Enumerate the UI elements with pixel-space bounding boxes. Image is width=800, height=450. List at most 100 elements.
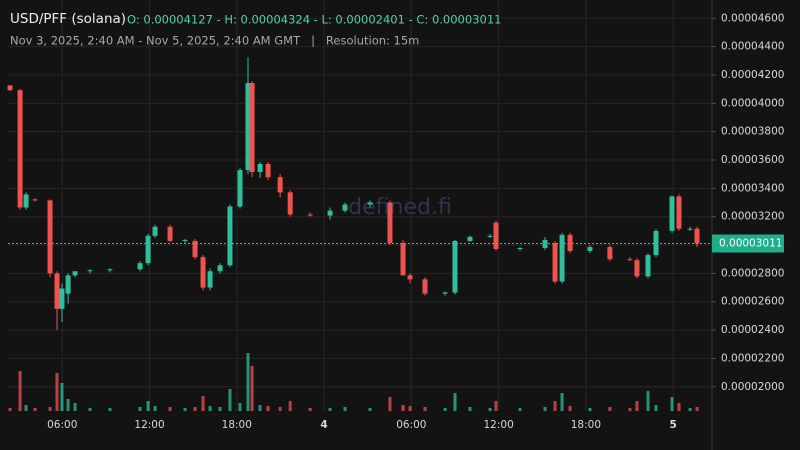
volume-bar [218, 407, 222, 411]
volume-bar [553, 401, 557, 411]
volume-bar [238, 403, 242, 411]
candle-body [217, 265, 223, 272]
x-tick-label: 18:00 [222, 419, 252, 431]
x-tick-label: 12:00 [134, 419, 164, 431]
candle-body [257, 163, 263, 173]
volume-bar [24, 405, 28, 411]
candle-body [200, 257, 206, 288]
volume-bar [266, 406, 270, 411]
y-tick-label: 0.00004400 [721, 41, 784, 53]
y-tick-label: 0.00003400 [721, 182, 784, 194]
volume-bar [33, 408, 37, 411]
volume-bar [168, 407, 172, 411]
volume-bar [278, 407, 282, 411]
watermark: defined.fi [348, 195, 452, 220]
volume-bar [518, 408, 522, 411]
y-tick-label: 0.00003800 [721, 126, 784, 138]
y-tick-label: 0.00004000 [721, 97, 784, 109]
volume-bar [654, 405, 658, 411]
volume-bar [443, 408, 447, 411]
volume-bar [408, 406, 412, 411]
volume-bar [138, 407, 142, 411]
candle-body [559, 234, 565, 282]
x-tick-label: 4 [320, 419, 327, 431]
volume-bar [560, 393, 564, 411]
x-tick-label: 12:00 [483, 419, 513, 431]
x-tick-label: 5 [670, 419, 677, 431]
candle-body [167, 226, 173, 241]
volume-bar [73, 403, 77, 411]
y-tick-label: 0.00004200 [721, 69, 784, 81]
volume-bar [250, 366, 254, 411]
candle-body [47, 200, 53, 274]
candle-body [152, 226, 158, 236]
candle-body [342, 204, 348, 211]
last-price-tag [712, 234, 784, 253]
candle-body [687, 228, 693, 230]
volume-bar [60, 383, 64, 411]
candle-body [17, 90, 23, 208]
y-tick-label: 0.00004600 [721, 12, 784, 24]
candle-body [307, 214, 313, 216]
candle-body [645, 255, 651, 277]
candle-body [245, 83, 251, 171]
candle-body [487, 235, 493, 237]
volume-bar [494, 401, 498, 411]
candle-body [452, 240, 458, 293]
candle-body [669, 196, 675, 231]
volume-bar [628, 408, 632, 411]
volume-bar [543, 407, 547, 411]
candle-body [182, 239, 188, 241]
candle-body [627, 259, 633, 261]
volume-bar [288, 401, 292, 411]
ohlc-summary: O: 0.00004127 - H: 0.00004324 - L: 0.000… [127, 13, 501, 27]
volume-bar [423, 407, 427, 411]
candle-body [467, 236, 473, 241]
volume-bar [608, 407, 612, 411]
last-price-label: 0.00003011 [719, 237, 782, 249]
candle-body [137, 263, 143, 270]
volume-bar [488, 408, 492, 411]
candle-body [422, 279, 428, 294]
volume-bar [635, 401, 639, 411]
volume-bar [66, 399, 70, 411]
candle-body [517, 248, 523, 250]
volume-bar [183, 408, 187, 411]
volume-bar [588, 408, 592, 411]
volume-bar [55, 373, 59, 411]
candle-body [442, 292, 448, 294]
volume-bar [688, 408, 692, 411]
candle-body [367, 202, 373, 205]
y-tick-label: 0.00002000 [721, 381, 784, 393]
candle-body [387, 202, 393, 243]
candle-body [493, 222, 499, 250]
volume-bar [308, 408, 312, 411]
candle-body [207, 271, 213, 288]
volume-bar [228, 389, 232, 411]
volume-bar [201, 396, 205, 411]
volume-bar [88, 408, 92, 411]
volume-bar [146, 401, 150, 411]
volume-bar [108, 408, 112, 411]
volume-bar [48, 407, 52, 411]
volume-bar [401, 405, 405, 411]
candle-body [607, 247, 613, 260]
y-tick-label: 0.00002200 [721, 352, 784, 364]
candle-body [65, 275, 71, 294]
candle-body [87, 270, 93, 272]
volume-bar [468, 407, 472, 411]
volume-bar [646, 391, 650, 411]
volume-bar [388, 397, 392, 411]
y-tick-label: 0.00002800 [721, 267, 784, 279]
candle-body [327, 210, 333, 216]
x-tick-label: 18:00 [571, 419, 601, 431]
volume-bar [368, 408, 372, 411]
volume-bar [695, 407, 699, 411]
candle-body [23, 194, 29, 208]
candle-body [192, 240, 198, 258]
volume-bar [568, 406, 572, 411]
candle-body [567, 234, 573, 251]
volume-bar [246, 353, 250, 411]
x-tick-label: 06:00 [396, 419, 426, 431]
volume-bar [677, 403, 681, 411]
